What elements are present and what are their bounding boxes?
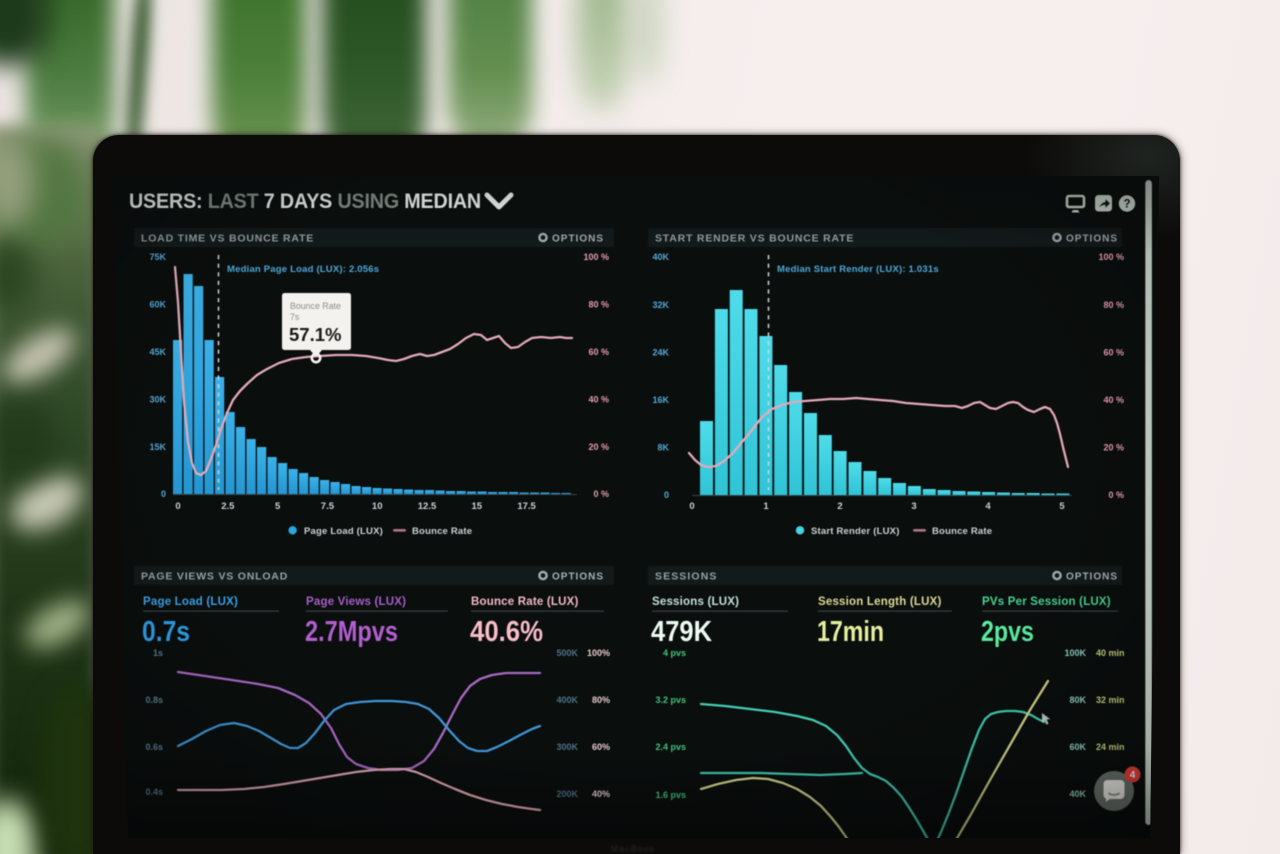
svg-text:0.8s: 0.8s — [145, 695, 163, 705]
svg-text:0 %: 0 % — [1108, 490, 1124, 500]
svg-text:7s: 7s — [290, 312, 300, 322]
svg-text:30K: 30K — [149, 394, 166, 404]
svg-text:0: 0 — [161, 489, 166, 499]
svg-text:0: 0 — [175, 501, 180, 512]
svg-text:40K: 40K — [1069, 789, 1086, 799]
svg-text:2pvs: 2pvs — [981, 616, 1034, 648]
svg-text:1: 1 — [763, 501, 769, 512]
svg-text:80K: 80K — [1069, 695, 1086, 705]
svg-text:PAGE VIEWS VS ONLOAD: PAGE VIEWS VS ONLOAD — [141, 571, 288, 583]
svg-text:40%: 40% — [592, 789, 610, 799]
svg-text:100K: 100K — [1064, 648, 1086, 658]
svg-text:Median Page Load (LUX): 2.056s: Median Page Load (LUX): 2.056s — [227, 264, 379, 275]
svg-text:17min: 17min — [817, 616, 884, 648]
svg-text:40 %: 40 % — [1103, 395, 1124, 405]
svg-text:LOAD TIME VS BOUNCE RATE: LOAD TIME VS BOUNCE RATE — [141, 233, 314, 245]
svg-text:60 %: 60 % — [588, 347, 609, 357]
svg-text:Median Start Render (LUX): 1.0: Median Start Render (LUX): 1.031s — [777, 264, 939, 275]
svg-text:60K: 60K — [149, 300, 166, 310]
svg-text:0: 0 — [689, 501, 694, 512]
svg-text:4: 4 — [1130, 770, 1136, 781]
svg-text:0.6s: 0.6s — [145, 742, 163, 752]
svg-text:0.4s: 0.4s — [145, 787, 163, 797]
svg-text:60 %: 60 % — [1103, 347, 1124, 357]
svg-text:Page Views (LUX): Page Views (LUX) — [306, 596, 406, 608]
svg-text:15K: 15K — [149, 442, 166, 452]
svg-text:20 %: 20 % — [588, 442, 609, 452]
svg-text:479K: 479K — [651, 616, 712, 648]
svg-text:?: ? — [1123, 199, 1130, 211]
svg-text:Session Length (LUX): Session Length (LUX) — [818, 596, 941, 608]
svg-text:USERS: LAST 7 DAYS USING MEDIA: USERS: LAST 7 DAYS USING MEDIAN — [129, 189, 481, 213]
svg-text:80 %: 80 % — [588, 300, 609, 310]
svg-text:15: 15 — [472, 501, 483, 512]
svg-text:40 min: 40 min — [1096, 648, 1125, 658]
svg-text:Bounce Rate (LUX): Bounce Rate (LUX) — [471, 596, 579, 608]
svg-text:OPTIONS: OPTIONS — [1066, 233, 1118, 244]
svg-text:3: 3 — [911, 501, 916, 512]
svg-text:500K: 500K — [556, 648, 578, 658]
svg-text:40K: 40K — [652, 252, 669, 262]
svg-text:16K: 16K — [652, 395, 669, 405]
svg-text:4: 4 — [985, 501, 991, 512]
svg-text:Bounce Rate: Bounce Rate — [412, 526, 472, 537]
svg-text:START RENDER VS BOUNCE RATE: START RENDER VS BOUNCE RATE — [655, 233, 854, 245]
svg-text:60%: 60% — [592, 742, 610, 752]
svg-text:OPTIONS: OPTIONS — [1066, 571, 1118, 582]
svg-text:300K: 300K — [556, 742, 578, 752]
svg-text:Page Load (LUX): Page Load (LUX) — [304, 526, 383, 537]
svg-text:17.5: 17.5 — [517, 501, 536, 512]
svg-text:OPTIONS: OPTIONS — [552, 233, 604, 244]
svg-text:1s: 1s — [153, 648, 163, 658]
svg-text:60K: 60K — [1069, 742, 1086, 752]
svg-text:10: 10 — [372, 501, 383, 512]
svg-text:PVs Per Session (LUX): PVs Per Session (LUX) — [982, 596, 1111, 608]
svg-text:0: 0 — [664, 490, 669, 500]
svg-text:24 min: 24 min — [1096, 742, 1125, 752]
svg-text:12.5: 12.5 — [418, 501, 437, 512]
svg-text:75K: 75K — [149, 252, 166, 262]
svg-text:24K: 24K — [652, 347, 669, 357]
svg-text:2.7Mpvs: 2.7Mpvs — [305, 616, 398, 648]
svg-text:Bounce Rate: Bounce Rate — [932, 526, 992, 537]
svg-text:0 %: 0 % — [593, 489, 609, 499]
svg-text:100 %: 100 % — [583, 252, 609, 262]
svg-text:45K: 45K — [149, 347, 166, 357]
svg-text:5: 5 — [1059, 501, 1065, 512]
svg-text:2: 2 — [837, 501, 842, 512]
svg-text:2.4 pvs: 2.4 pvs — [655, 742, 686, 752]
svg-text:OPTIONS: OPTIONS — [552, 571, 604, 582]
svg-text:100%: 100% — [587, 648, 610, 658]
svg-text:20 %: 20 % — [1103, 443, 1124, 453]
svg-text:Page Load (LUX): Page Load (LUX) — [143, 596, 238, 608]
svg-text:32K: 32K — [652, 300, 669, 310]
svg-text:80%: 80% — [592, 695, 610, 705]
svg-text:400K: 400K — [556, 695, 578, 705]
svg-text:1.6 pvs: 1.6 pvs — [655, 790, 686, 800]
svg-text:3.2 pvs: 3.2 pvs — [655, 695, 686, 705]
svg-text:57.1%: 57.1% — [289, 324, 341, 345]
svg-text:SESSIONS: SESSIONS — [655, 571, 717, 583]
svg-text:Sessions (LUX): Sessions (LUX) — [652, 596, 739, 608]
svg-text:8K: 8K — [657, 443, 669, 453]
svg-text:4 pvs: 4 pvs — [663, 648, 686, 658]
svg-text:5: 5 — [275, 501, 281, 512]
svg-text:80 %: 80 % — [1103, 300, 1124, 310]
svg-text:2.5: 2.5 — [221, 501, 235, 512]
svg-text:Bounce Rate: Bounce Rate — [290, 301, 341, 311]
svg-text:7.5: 7.5 — [321, 501, 335, 512]
svg-text:Start Render (LUX): Start Render (LUX) — [811, 526, 900, 537]
svg-text:40.6%: 40.6% — [470, 616, 543, 648]
svg-text:40 %: 40 % — [588, 394, 609, 404]
svg-text:100 %: 100 % — [1098, 252, 1124, 262]
svg-text:32 min: 32 min — [1096, 695, 1125, 705]
svg-text:0.7s: 0.7s — [142, 616, 190, 648]
svg-text:200K: 200K — [556, 789, 578, 799]
